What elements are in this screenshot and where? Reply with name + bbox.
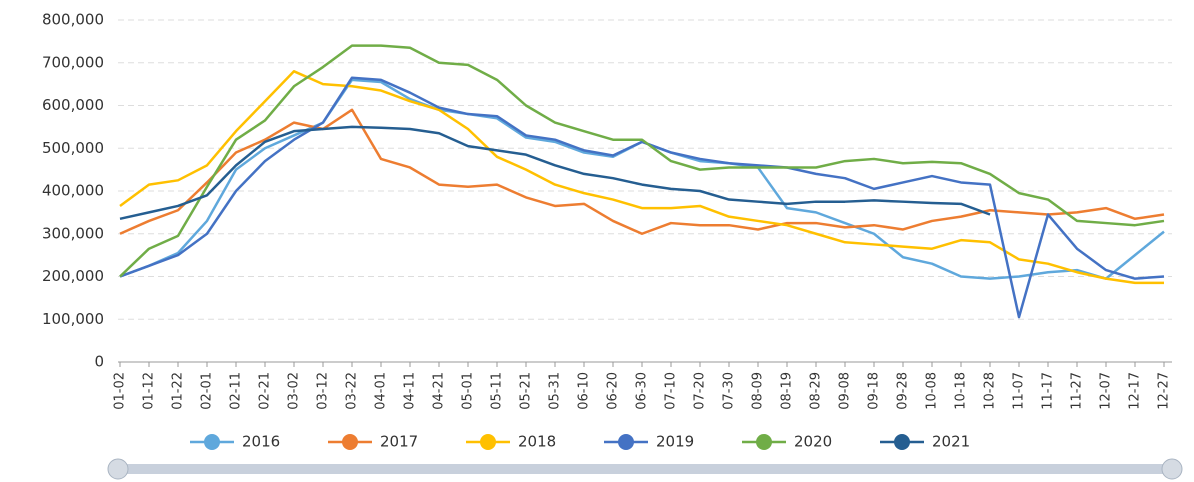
y-tick-label: 400,000 [42,182,104,200]
legend-marker [618,434,634,450]
y-tick-label: 100,000 [42,310,104,328]
legend-marker [756,434,772,450]
y-tick-label: 800,000 [42,11,104,29]
slider-handle[interactable] [1161,458,1183,480]
legend-marker [480,434,496,450]
x-tick-label: 11-17 [1041,372,1056,410]
legend-label: 2018 [518,433,556,451]
x-tick-label: 05-11 [490,372,505,410]
y-tick-label: 700,000 [42,53,104,71]
series-line [119,44,1165,278]
x-tick-label: 03-22 [345,372,360,410]
x-tick-label: 09-28 [896,372,911,410]
x-tick-label: 06-20 [606,372,621,410]
x-tick-label: 10-28 [983,372,998,410]
x-tick-label: 12-17 [1128,372,1143,410]
x-tick-label: 11-27 [1070,372,1085,410]
x-tick-label: 08-09 [751,372,766,410]
series-line [119,70,1164,285]
y-tick-label: 500,000 [42,139,104,157]
x-tick-label: 08-19 [780,372,795,410]
x-tick-label: 07-30 [722,372,737,410]
y-tick-label: 300,000 [42,224,104,242]
legend-label: 2019 [656,433,694,451]
x-tick-label: 08-29 [809,372,824,410]
slider-handle[interactable] [107,458,129,480]
x-tick-label: 07-10 [664,372,679,410]
x-tick-label: 03-12 [316,372,331,410]
x-tick-label: 05-31 [548,372,563,410]
x-tick-label: 10-08 [925,372,940,410]
x-tick-label: 01-22 [171,372,186,410]
legend-marker [894,434,910,450]
series-line [119,76,1165,319]
slider-track[interactable] [118,464,1172,474]
x-tick-label: 12-27 [1157,372,1172,410]
y-tick-label: 0 [94,353,104,371]
series-line [119,125,991,221]
x-tick-label: 01-02 [113,372,128,410]
x-tick-label: 04-01 [374,372,389,410]
y-tick-label: 600,000 [42,96,104,114]
x-tick-label: 10-18 [954,372,969,410]
x-tick-label: 09-08 [838,372,853,410]
x-tick-label: 05-21 [519,372,534,410]
x-tick-label: 09-18 [867,372,882,410]
x-tick-label: 06-10 [577,372,592,410]
x-tick-label: 01-12 [142,372,157,410]
x-tick-label: 03-02 [287,372,302,410]
x-tick-label: 02-21 [258,372,273,410]
x-tick-label: 04-11 [403,372,418,410]
x-tick-label: 04-21 [432,372,447,410]
series-line [119,108,1165,235]
series-line [119,78,1165,280]
legend-label: 2017 [380,433,418,451]
legend-label: 2020 [794,433,832,451]
legend-label: 2016 [242,433,280,451]
x-tick-label: 06-30 [635,372,650,410]
x-tick-label: 02-11 [229,372,244,410]
legend-label: 2021 [932,433,970,451]
x-tick-label: 12-07 [1099,372,1114,410]
slider[interactable] [107,458,1183,480]
x-tick-label: 02-01 [200,372,215,410]
x-tick-label: 11-07 [1012,372,1027,410]
y-tick-label: 200,000 [42,267,104,285]
legend-marker [342,434,358,450]
x-tick-label: 05-01 [461,372,476,410]
legend-marker [204,434,220,450]
x-tick-label: 07-20 [693,372,708,410]
